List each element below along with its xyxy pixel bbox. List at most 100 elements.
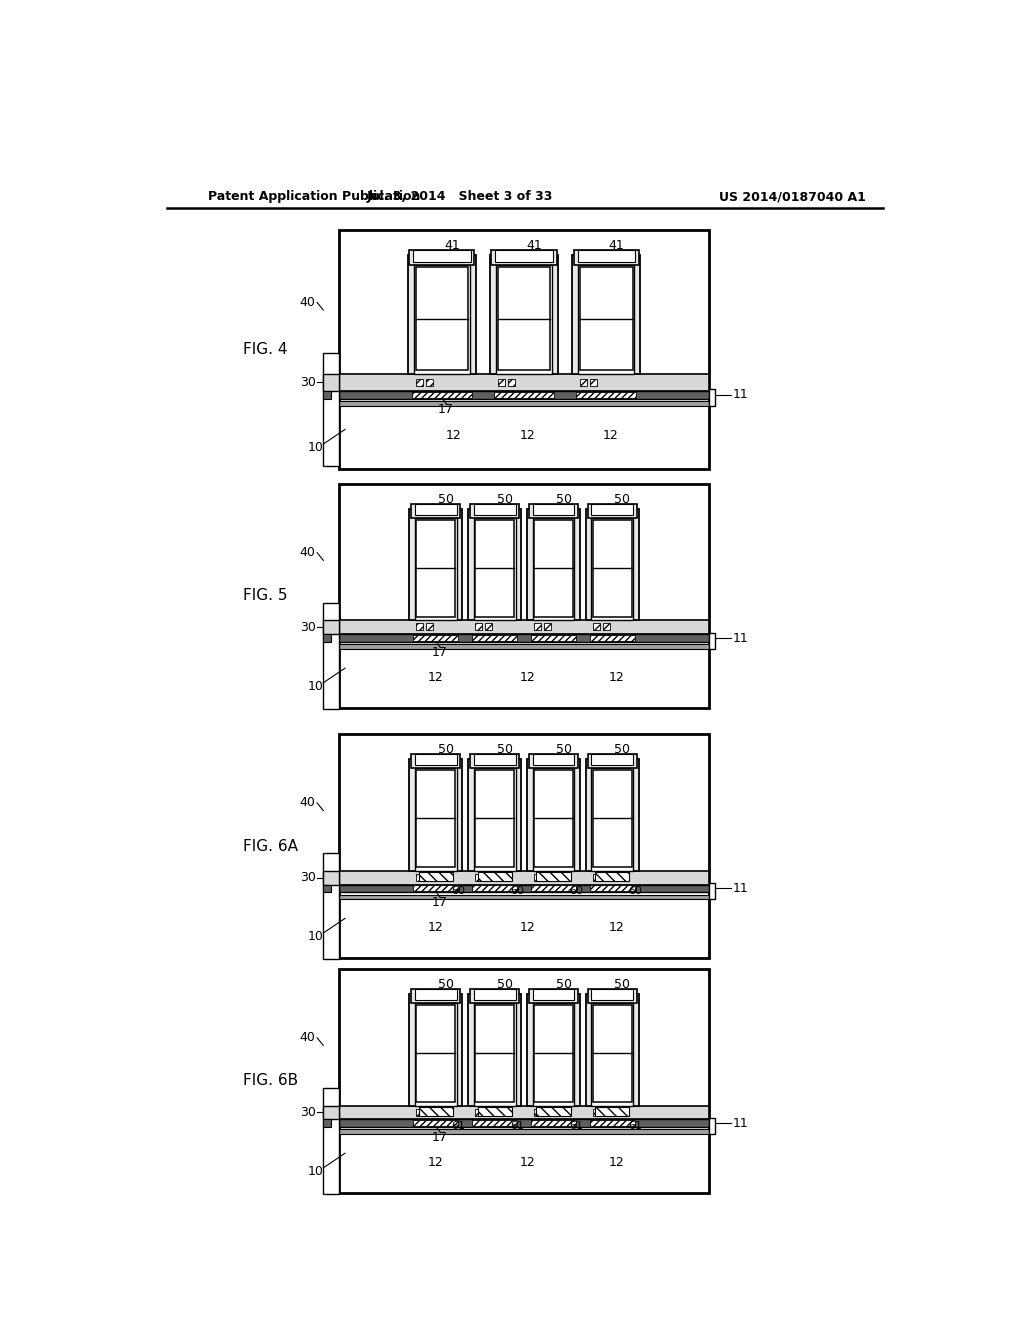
Text: 30: 30 [300,1106,315,1119]
Bar [470,989,519,1003]
Bar [593,770,632,867]
Text: Jul. 3, 2014   Sheet 3 of 33: Jul. 3, 2014 Sheet 3 of 33 [367,190,553,203]
Bar [508,379,515,385]
Text: 12: 12 [520,429,536,442]
Bar [324,603,339,709]
Bar [593,1005,632,1102]
Bar [412,392,472,397]
Bar [426,379,432,385]
Text: 12: 12 [445,429,462,442]
Bar [710,389,716,405]
Bar [411,989,461,1003]
Bar [475,874,482,880]
Bar [339,895,710,899]
Text: 30: 30 [300,871,315,884]
Bar [590,1121,635,1126]
Bar [477,873,512,882]
Bar [532,768,574,871]
Text: FIG. 6A: FIG. 6A [243,838,298,854]
Bar [411,755,461,768]
Bar [528,755,579,768]
Bar [470,755,519,768]
Bar [417,874,423,880]
Text: US 2014/0187040 A1: US 2014/0187040 A1 [719,190,865,203]
Text: 11: 11 [732,882,749,895]
Bar [324,635,331,642]
Text: 17: 17 [431,896,447,909]
Bar [415,504,457,515]
Bar [410,249,474,265]
Text: 30: 30 [300,620,315,634]
Bar [426,623,433,631]
Bar [498,267,550,370]
Text: FIG. 5: FIG. 5 [243,589,287,603]
Text: 60: 60 [510,887,524,896]
Bar [339,1106,710,1119]
Bar [586,759,639,871]
Bar [535,1109,541,1115]
Text: 61: 61 [569,1121,583,1131]
Text: FIG. 6B: FIG. 6B [243,1073,298,1089]
Bar [324,374,339,391]
Bar [592,517,633,620]
Bar [528,504,579,517]
Bar [472,886,517,891]
Bar [414,265,470,374]
Text: Patent Application Publication: Patent Application Publication [208,190,420,203]
Bar [590,886,635,891]
Text: 50: 50 [497,978,513,991]
Bar [324,871,339,884]
Bar [710,632,716,649]
Bar [417,1005,455,1102]
Bar [416,267,468,370]
Bar [468,508,521,620]
Bar [496,265,552,374]
Bar [339,1130,710,1134]
Bar [544,623,551,631]
Bar [415,1003,457,1106]
Text: 61: 61 [510,1121,524,1131]
Text: 61: 61 [452,1121,465,1131]
Bar [489,255,558,374]
Bar [339,969,710,1193]
Bar [531,635,575,642]
Bar [588,504,637,517]
Bar [339,484,710,708]
Text: 10: 10 [307,680,324,693]
Text: 50: 50 [614,978,631,991]
Bar [535,874,541,880]
Bar [590,379,597,385]
Text: 12: 12 [428,671,443,684]
Bar [475,520,514,616]
Bar [475,1109,482,1115]
Bar [485,874,493,880]
Bar [415,989,457,1001]
Text: 50: 50 [437,978,454,991]
Text: FIG. 4: FIG. 4 [243,342,287,356]
Bar [324,884,331,892]
Bar [414,1121,458,1126]
Bar [474,989,515,1001]
Text: 50: 50 [556,978,571,991]
Bar [415,755,457,766]
Bar [537,1107,570,1117]
Text: 60: 60 [628,887,642,896]
Bar [414,886,458,891]
Bar [592,504,633,515]
Bar [419,873,453,882]
Bar [586,508,639,620]
Bar [339,884,710,892]
Bar [531,1121,575,1126]
Bar [339,391,710,399]
Bar [477,1107,512,1117]
Bar [532,504,574,515]
Text: 41: 41 [608,239,624,252]
Bar [419,1107,453,1117]
Bar [592,1003,633,1106]
Bar [535,770,572,867]
Text: 12: 12 [520,921,536,935]
Bar [588,989,637,1003]
Text: 50: 50 [556,492,571,506]
Text: 11: 11 [732,1117,749,1130]
Bar [532,1003,574,1106]
